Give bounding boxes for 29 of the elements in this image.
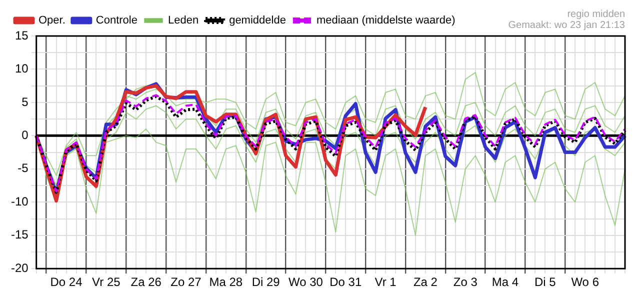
y-tick-label: -15 [11,228,29,242]
legend-label: mediaan (middelste waarde) [316,14,456,27]
x-tick-label: Do 24 [50,275,83,290]
x-tick-label: Zo 27 [170,275,202,290]
y-tick-label: -10 [11,194,29,208]
legend-label: Oper. [38,14,66,27]
legend-label: gemiddelde [229,14,286,27]
x-tick-label: Vr 25 [92,275,121,290]
text: regio midden [567,8,625,20]
x-tick-label: Zo 3 [453,275,478,290]
y-tick-label: 5 [22,94,29,109]
y-tick-label: 15 [14,28,29,42]
text: Gemaakt: wo 23 jan 21:13 [508,20,626,31]
legend-label: Controle [96,14,138,27]
x-tick-label: Di 29 [252,275,280,290]
x-tick-label: Vr 1 [374,275,397,290]
y-tick-label: -20 [11,260,29,275]
x-tick-label: Ma 4 [492,275,519,290]
x-tick-label: Di 5 [534,275,556,290]
x-tick-label: Za 2 [413,275,438,290]
x-tick-label: Do 31 [330,275,362,290]
y-tick-label: 0 [22,128,29,142]
x-tick-label: Ma 28 [209,275,243,290]
y-tick-label: 10 [14,62,29,76]
x-tick-label: Za 26 [130,275,162,290]
legend-label: Leden [168,14,199,27]
x-tick-label: Wo 6 [571,275,600,290]
y-tick-label: -5 [18,161,29,176]
x-tick-label: Wo 30 [288,275,324,290]
